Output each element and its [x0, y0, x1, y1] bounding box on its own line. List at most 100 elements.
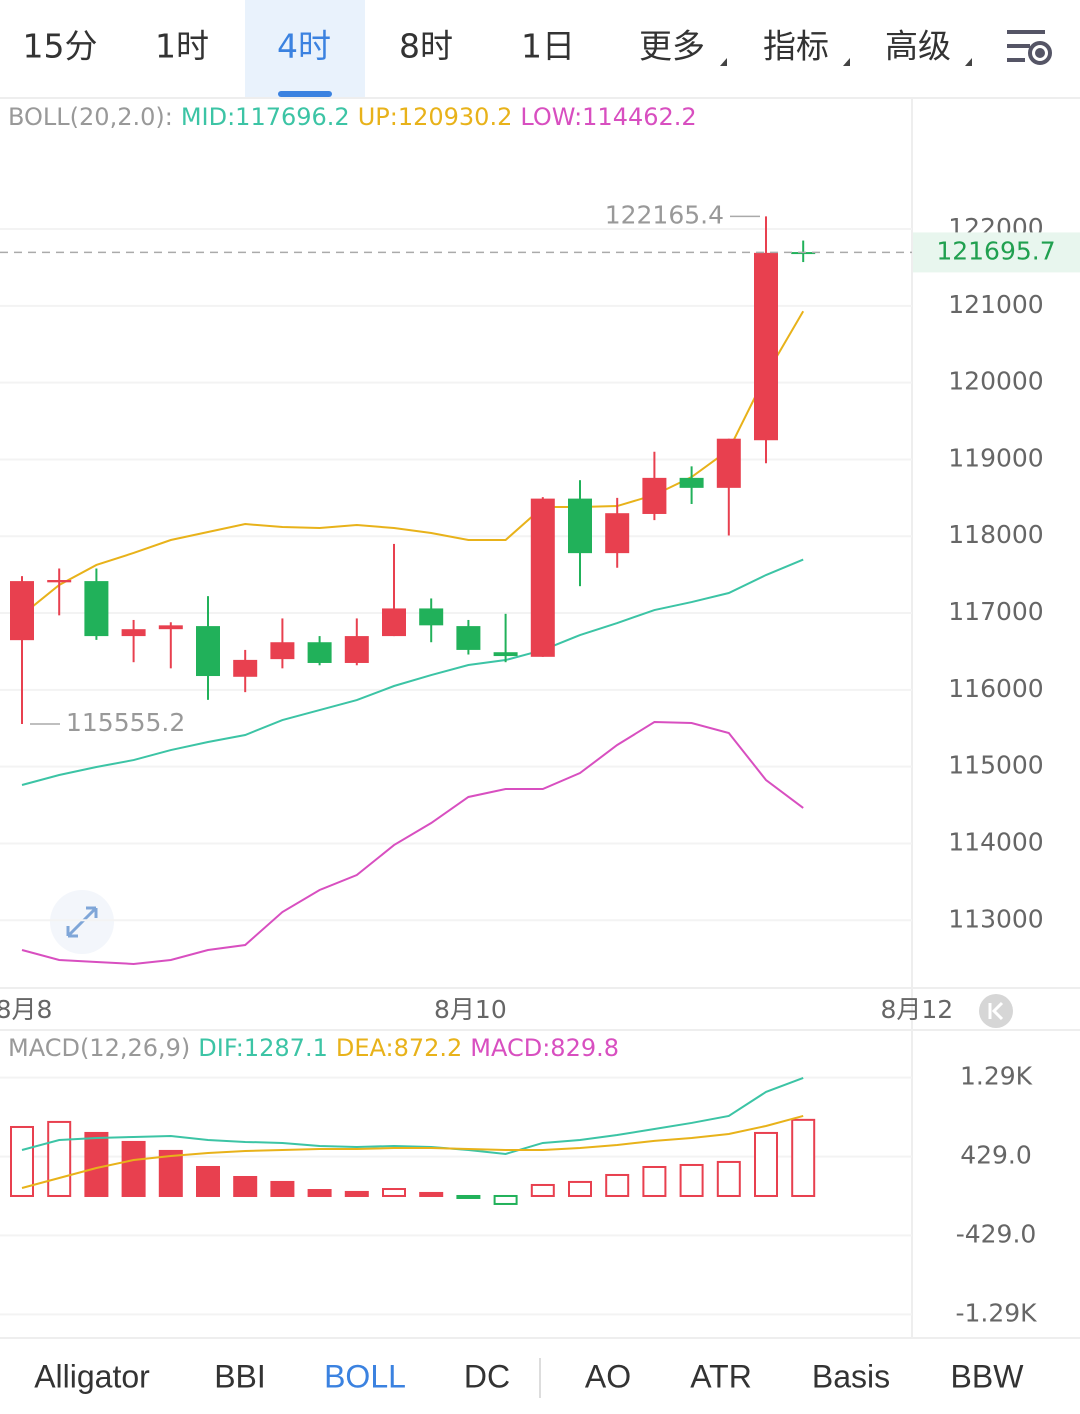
candle-body	[233, 659, 258, 677]
macd-bar	[270, 1180, 295, 1197]
indicator-tab[interactable]: BBI	[214, 1358, 266, 1394]
settings-icon[interactable]	[1007, 30, 1052, 65]
y-tick-label: 113000	[948, 904, 1043, 933]
legend-entry: MACD:829.8	[470, 1034, 619, 1062]
macd-bar	[754, 1131, 778, 1197]
candle-body	[493, 652, 518, 657]
candle-body	[605, 513, 630, 554]
indicator-tab[interactable]: ATR	[690, 1358, 752, 1394]
macd-bar	[47, 1120, 72, 1197]
macd-bar	[530, 1183, 555, 1197]
candle-body	[382, 608, 406, 637]
y-tick-label: 119000	[948, 443, 1043, 472]
indicator-tab[interactable]: BBW	[951, 1358, 1025, 1394]
candle-body	[158, 625, 183, 630]
legend-entry: LOW:114462.2	[520, 103, 696, 131]
macd-bar	[121, 1140, 146, 1197]
candle-body	[47, 580, 72, 583]
y-tick-label: -429.0	[956, 1219, 1037, 1248]
y-tick-label: 115000	[948, 751, 1043, 780]
candle-body	[307, 642, 332, 663]
dropdown-arrows	[720, 58, 972, 66]
timeframe-tab[interactable]: 指标	[763, 27, 829, 66]
macd-bar	[158, 1149, 183, 1197]
candle-body	[121, 629, 146, 637]
indicator-line	[21, 558, 804, 786]
candle-body	[344, 636, 369, 663]
timeframe-tab[interactable]: 8时	[399, 27, 453, 66]
candle-body	[754, 252, 778, 441]
low-label: 115555.2	[66, 708, 185, 737]
y-tick-label: 118000	[948, 520, 1043, 549]
timeframe-tab[interactable]: 更多	[639, 27, 705, 66]
indicator-tab[interactable]: DC	[464, 1358, 510, 1394]
candle-body	[530, 498, 555, 657]
macd-bar	[568, 1180, 592, 1197]
candle-body	[196, 626, 220, 677]
indicator-tab[interactable]: BOLL	[324, 1358, 406, 1394]
macd-bar	[716, 1160, 741, 1197]
macd-bar	[344, 1190, 369, 1197]
last-price-bg	[913, 232, 1080, 273]
candle-body	[270, 642, 295, 660]
boll-header: BOLL(20,2.0): MID:117696.2 UP:120930.2 LOW:…	[8, 103, 697, 131]
legend-entry: DEA:872.2	[336, 1034, 462, 1062]
timeframe-tab[interactable]: 4时	[277, 27, 331, 66]
legend-entry: MID:117696.2	[181, 103, 350, 131]
timeframe-tab[interactable]: 1日	[521, 27, 575, 66]
macd-bar	[10, 1125, 34, 1197]
macd-bar	[382, 1188, 406, 1197]
expand-button[interactable]	[50, 890, 114, 954]
timeframe-tab[interactable]: 15分	[23, 27, 98, 66]
indicator-line	[21, 310, 805, 616]
y-tick-label: 116000	[948, 674, 1043, 703]
legend-entry: UP:120930.2	[358, 103, 513, 131]
candle-body	[642, 477, 667, 514]
candle-body	[568, 498, 592, 554]
macd-bar	[605, 1173, 630, 1197]
reset-button[interactable]	[979, 994, 1013, 1028]
indicator-line	[21, 721, 804, 965]
macd-bar	[196, 1165, 220, 1197]
macd-bar	[84, 1131, 109, 1197]
macd-bar	[419, 1191, 444, 1197]
candle-body	[10, 581, 34, 641]
indicator-line	[21, 1114, 804, 1189]
x-tick-label: 8月10	[434, 995, 507, 1024]
timeframe-tab[interactable]: 1时	[155, 27, 209, 66]
high-label: 122165.4	[605, 200, 724, 229]
indicator-name: BOLL(20,2.0):	[8, 103, 173, 131]
legend-entry: DIF:1287.1	[198, 1034, 328, 1062]
indicator-line	[21, 1076, 804, 1155]
candle-body	[84, 581, 109, 637]
macd-header: MACD(12,26,9) DIF:1287.1 DEA:872.2 MACD:829…	[8, 1034, 619, 1062]
candle-body	[679, 477, 704, 488]
y-tick-label: 114000	[948, 827, 1043, 856]
active-tab-bg	[245, 0, 365, 97]
macd-bar	[642, 1165, 667, 1197]
macd-bar	[307, 1189, 332, 1197]
y-tick-label: 120000	[948, 367, 1043, 396]
indicator-tab[interactable]: Alligator	[34, 1358, 150, 1394]
indicator-tab[interactable]: AO	[585, 1358, 631, 1394]
indicator-tab[interactable]: Basis	[812, 1358, 890, 1394]
macd-bar	[791, 1118, 816, 1197]
active-tab-indicator	[278, 91, 332, 97]
macd-bar	[456, 1194, 481, 1199]
candle-body	[419, 608, 444, 626]
candle-body	[716, 438, 741, 488]
last-price-label: 121695.7	[936, 236, 1055, 265]
timeframe-tab[interactable]: 高级	[885, 27, 951, 66]
macd-bar	[233, 1175, 258, 1197]
x-tick-label: 8月12	[880, 995, 953, 1024]
y-tick-label: 429.0	[960, 1141, 1032, 1170]
indicator-name: MACD(12,26,9)	[8, 1034, 190, 1062]
y-tick-label: 117000	[948, 597, 1043, 626]
y-tick-label: 1.29K	[960, 1062, 1033, 1091]
y-tick-label: -1.29K	[955, 1298, 1037, 1327]
macd-bar	[493, 1194, 518, 1205]
candle-body	[456, 626, 481, 650]
